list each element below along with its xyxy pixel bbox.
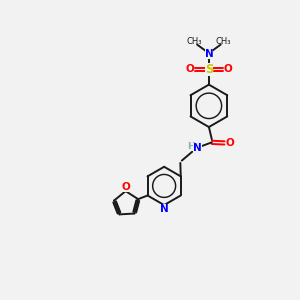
Text: H: H xyxy=(188,142,195,151)
Text: N: N xyxy=(205,49,213,59)
Text: N: N xyxy=(160,204,169,214)
Text: O: O xyxy=(185,64,194,74)
Text: CH₃: CH₃ xyxy=(186,37,202,46)
Text: CH₃: CH₃ xyxy=(216,37,231,46)
Text: O: O xyxy=(121,182,130,192)
Text: O: O xyxy=(226,138,235,148)
Text: S: S xyxy=(205,63,213,76)
Text: N: N xyxy=(193,142,202,153)
Text: O: O xyxy=(224,64,233,74)
